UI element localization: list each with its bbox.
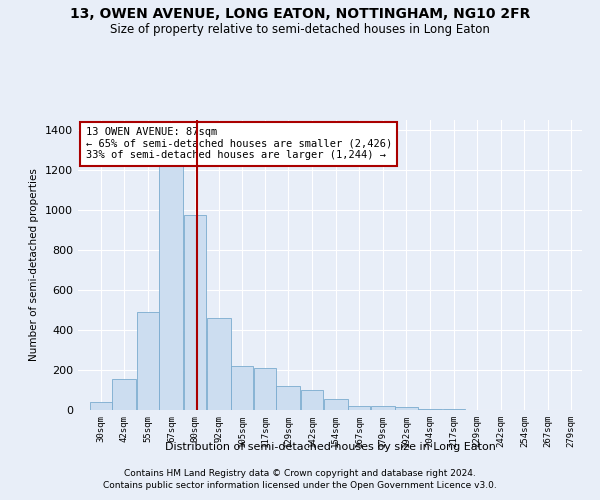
Bar [323,399,347,410]
Bar [395,407,418,410]
Bar [254,368,276,410]
Text: 13 OWEN AVENUE: 87sqm
← 65% of semi-detached houses are smaller (2,426)
33% of s: 13 OWEN AVENUE: 87sqm ← 65% of semi-deta… [86,127,392,160]
Bar [206,318,230,410]
Bar [418,409,442,410]
Bar [301,390,323,410]
Bar [184,215,206,410]
Text: Size of property relative to semi-detached houses in Long Eaton: Size of property relative to semi-detach… [110,22,490,36]
Y-axis label: Number of semi-detached properties: Number of semi-detached properties [29,168,40,362]
Bar [371,406,395,410]
Bar [137,312,159,410]
Bar [160,155,184,410]
Bar [348,406,370,410]
Bar [89,402,112,410]
Bar [231,366,253,410]
Bar [277,386,301,410]
Bar [112,379,136,410]
Text: Contains public sector information licensed under the Open Government Licence v3: Contains public sector information licen… [103,481,497,490]
Text: Distribution of semi-detached houses by size in Long Eaton: Distribution of semi-detached houses by … [164,442,496,452]
Text: 13, OWEN AVENUE, LONG EATON, NOTTINGHAM, NG10 2FR: 13, OWEN AVENUE, LONG EATON, NOTTINGHAM,… [70,8,530,22]
Text: Contains HM Land Registry data © Crown copyright and database right 2024.: Contains HM Land Registry data © Crown c… [124,468,476,477]
